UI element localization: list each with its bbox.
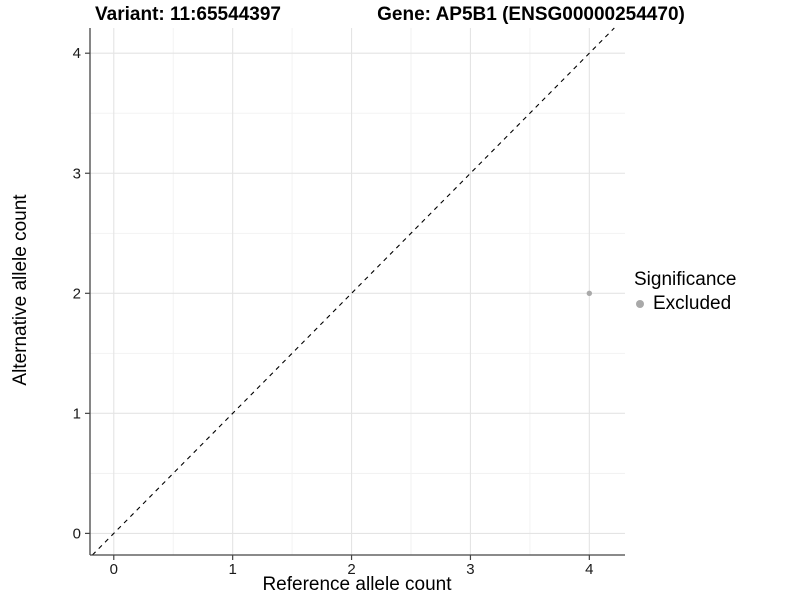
y-tick-label: 2 <box>73 285 81 302</box>
legend: Significance Excluded <box>634 269 736 316</box>
legend-title: Significance <box>634 269 737 290</box>
plot-title-variant: Variant: 11:65544397 <box>95 4 281 25</box>
data-point-excluded <box>586 290 593 297</box>
y-axis-title: Alternative allele count <box>10 194 31 386</box>
y-tick-label: 1 <box>73 405 81 422</box>
x-tick-label: 2 <box>347 561 355 578</box>
y-tick-label: 3 <box>73 165 81 182</box>
x-axis-title: Reference allele count <box>262 574 452 595</box>
legend-item-label: Excluded <box>653 292 732 314</box>
y-tick-label: 4 <box>73 45 81 62</box>
x-tick-label: 1 <box>228 561 236 578</box>
x-tick-label: 3 <box>466 561 474 578</box>
identity-line <box>91 27 615 556</box>
x-tick-label: 0 <box>110 561 118 578</box>
y-tick-label: 0 <box>73 525 81 542</box>
legend-item-excluded: Excluded <box>634 292 736 316</box>
plot-title-gene: Gene: AP5B1 (ENSG00000254470) <box>377 4 685 25</box>
legend-point-icon <box>636 299 644 308</box>
x-tick-label: 4 <box>585 561 593 578</box>
